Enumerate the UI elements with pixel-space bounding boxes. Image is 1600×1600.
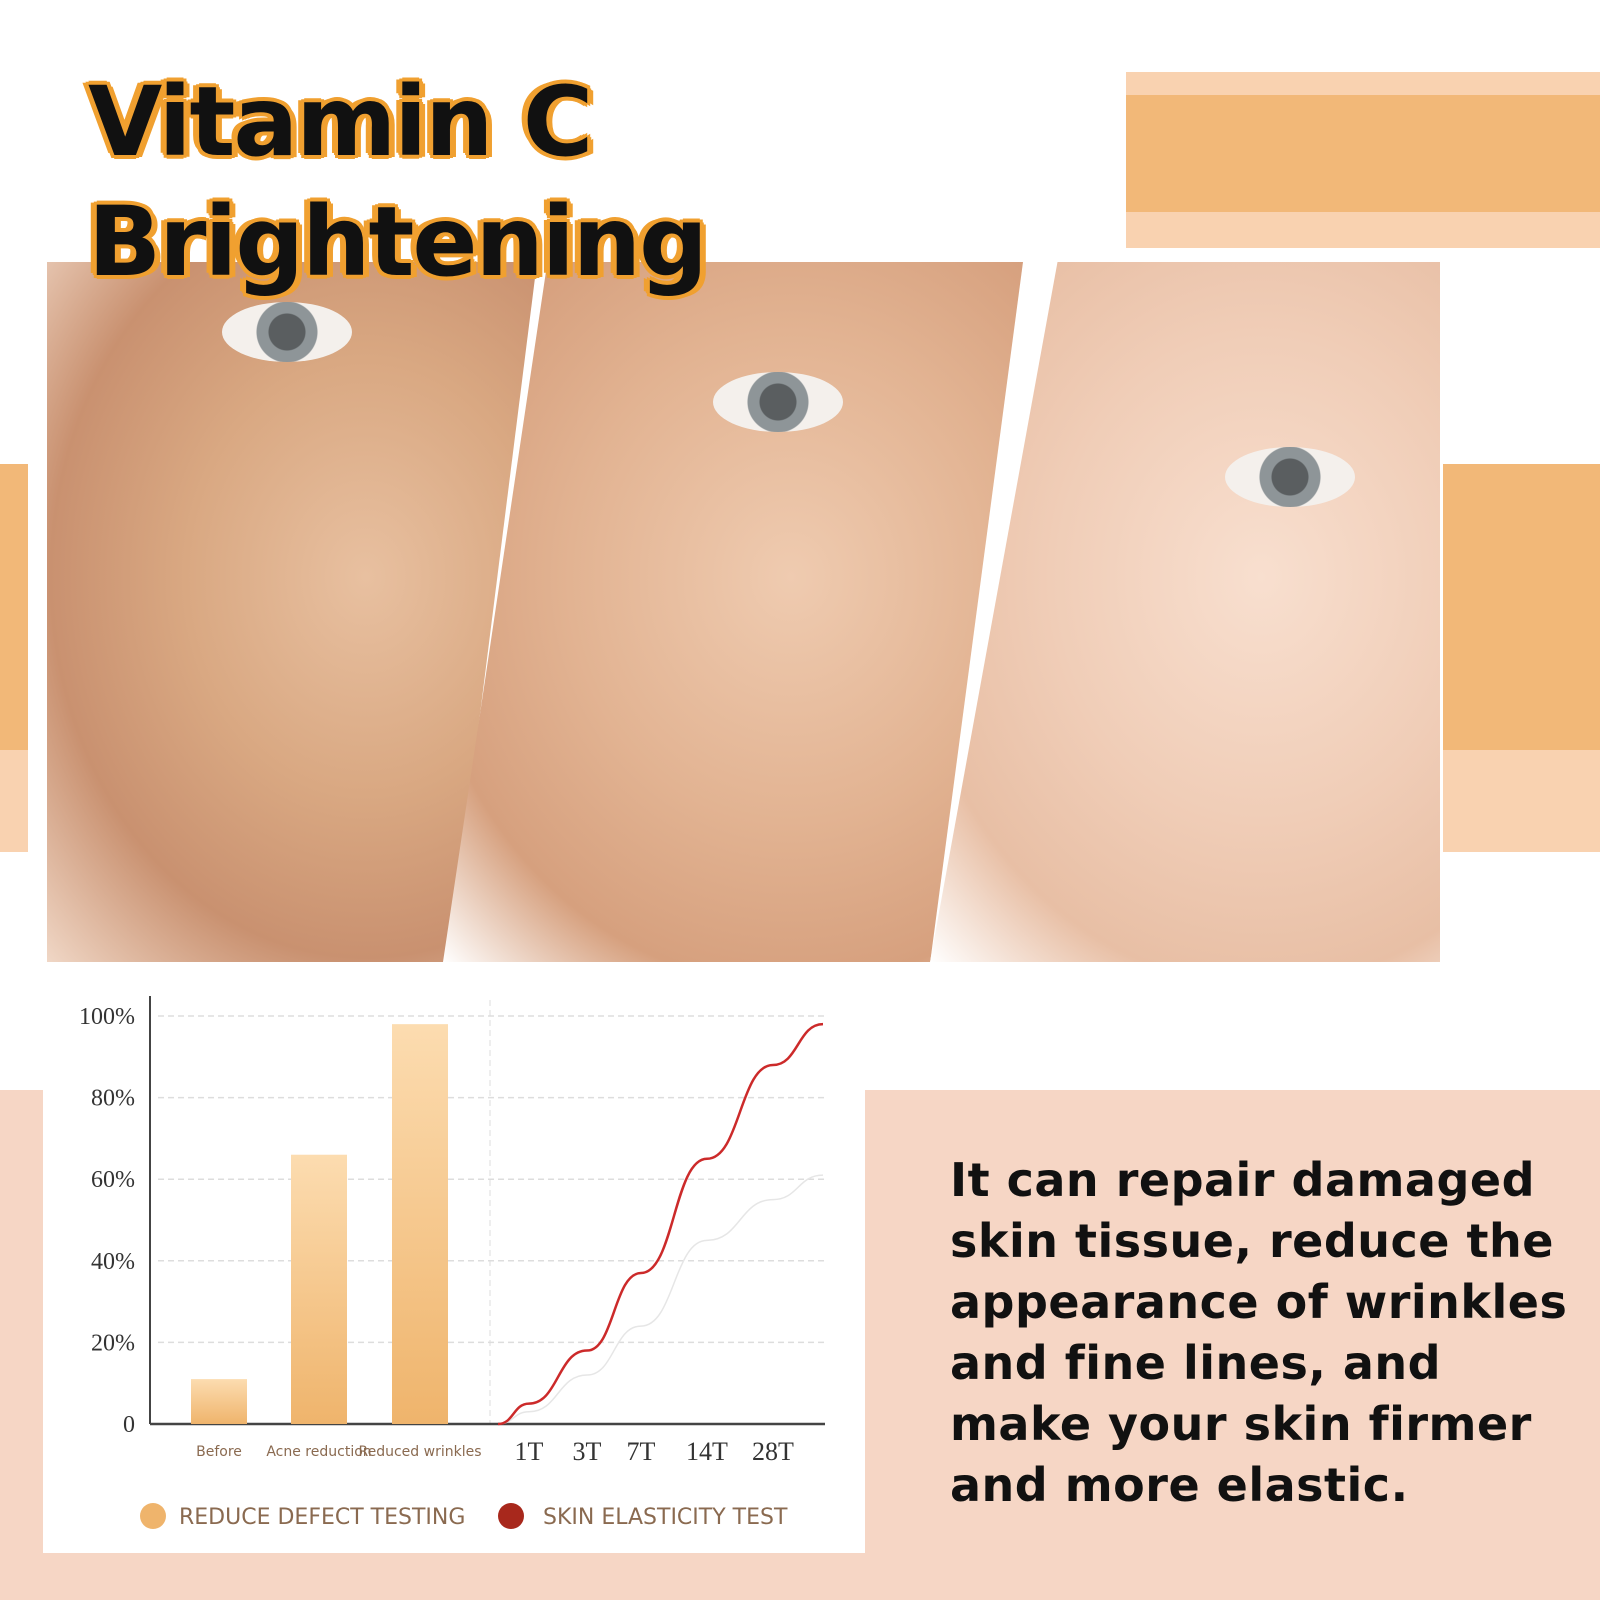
x-tick-label: 3T — [573, 1437, 602, 1466]
deco-band-right-mid — [1443, 464, 1600, 750]
legend-label-defect: REDUCE DEFECT TESTING — [179, 1505, 465, 1530]
x-tick-label: 1T — [515, 1437, 544, 1466]
deco-band-left-mid — [0, 464, 28, 750]
x-tick-label: 7T — [627, 1437, 656, 1466]
deco-band-top-mid — [1126, 95, 1600, 212]
line-series-elasticity — [497, 1022, 824, 1426]
x-tick-label: 14T — [686, 1437, 728, 1466]
chart: 0 20% 40% 60% 80% 100% Before Acne reductionRed… — [79, 996, 828, 1530]
legend-label-elasticity: SKIN ELASTICITY TEST — [543, 1505, 788, 1530]
y-tick-label: 100% — [79, 1004, 135, 1030]
legend-marker-elasticity — [498, 1503, 524, 1529]
bar-category-label: Reduced wrinkles — [359, 1444, 482, 1460]
y-tick-label: 40% — [91, 1249, 135, 1275]
photo-mid-skin — [443, 262, 1023, 962]
chart-card: 0 20% 40% 60% 80% 100% Before Acne reduction Red… — [43, 990, 865, 1553]
title-line-2: Brightening — [88, 186, 708, 298]
description-text: It can repair damaged skin tissue, reduc… — [950, 1153, 1568, 1512]
bar-category-label: Before — [196, 1444, 242, 1460]
legend-marker-defect — [140, 1503, 166, 1529]
bar — [392, 1024, 448, 1424]
photo-aged-skin — [47, 262, 537, 962]
eye — [1225, 447, 1355, 507]
title-line-1: Vitamin C — [88, 66, 593, 178]
x-tick-label: 28T — [752, 1437, 794, 1466]
bar-category-label: Acne reduction — [266, 1444, 371, 1460]
y-tick-label: 20% — [91, 1330, 135, 1356]
page-title: Vitamin C Brightening — [88, 62, 708, 302]
bar — [291, 1154, 347, 1424]
eye — [713, 372, 843, 432]
y-tick-label: 60% — [91, 1167, 135, 1193]
y-tick-label: 80% — [91, 1086, 135, 1112]
line-series-baseline — [497, 1174, 824, 1425]
y-tick-label: 0 — [123, 1412, 135, 1438]
bar — [191, 1379, 247, 1424]
eye — [222, 302, 352, 362]
